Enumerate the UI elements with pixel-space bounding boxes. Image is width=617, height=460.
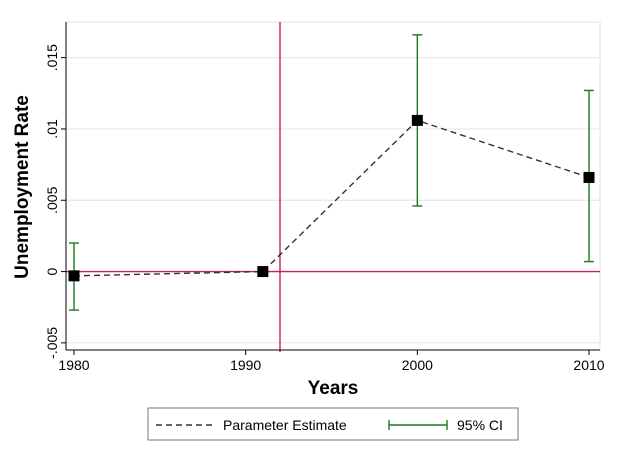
y-axis-ticks: -.005 0 .005 .01 .015: [44, 44, 66, 359]
legend: Parameter Estimate 95% CI: [147, 407, 519, 441]
y-tick-label: .01: [44, 119, 60, 139]
legend-ci-swatch: [388, 420, 448, 430]
plot-area: [65, 21, 601, 351]
y-tick-label: .015: [44, 44, 60, 71]
x-tick-label: 1980: [58, 357, 89, 373]
x-tick-label: 1990: [230, 357, 261, 373]
estimate-dashed-line: [73, 119, 590, 277]
estimate-line: [73, 119, 590, 277]
y-axis-title: Unemployment Rate: [12, 95, 33, 279]
grid-lines: [65, 21, 601, 351]
x-axis-title: Years: [308, 378, 359, 399]
x-tick-label: 2010: [573, 357, 604, 373]
legend-box: [147, 407, 519, 441]
legend-ci-label: 95% CI: [457, 417, 503, 433]
estimate-point: [68, 270, 80, 282]
axes: [65, 22, 600, 351]
legend-estimate-label: Parameter Estimate: [223, 417, 347, 433]
x-axis-ticks: 1980 1990 2000 2010: [58, 350, 605, 373]
estimate-markers: [68, 114, 595, 282]
estimate-point: [411, 114, 423, 126]
y-tick-label: .005: [44, 186, 60, 213]
estimate-point: [257, 266, 269, 278]
x-tick-label: 2000: [402, 357, 433, 373]
reference-lines: [66, 22, 600, 352]
y-tick-label: 0: [44, 267, 60, 275]
estimate-point: [583, 171, 595, 183]
y-tick-label: -.005: [44, 327, 60, 359]
